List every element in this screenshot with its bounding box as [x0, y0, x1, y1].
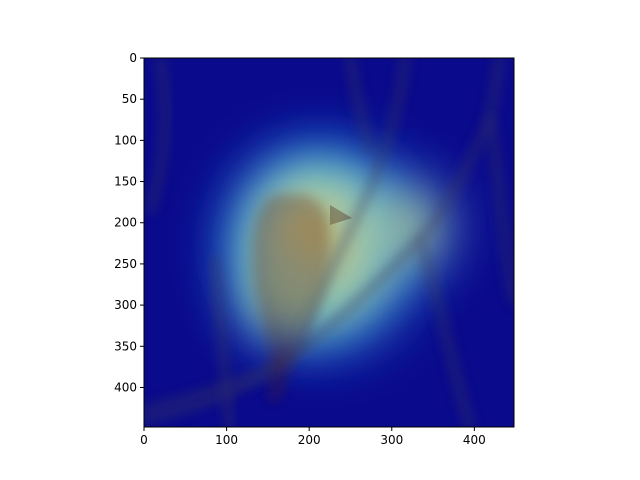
heat-band: [400, 217, 417, 236]
y-tick-label: 300: [114, 298, 137, 312]
y-tick-label: 400: [114, 380, 137, 394]
heat-blob: [362, 177, 454, 277]
y-tick-label: 200: [114, 216, 137, 230]
x-tick-label: 400: [463, 433, 486, 447]
bird-body: [251, 193, 331, 402]
branch: [346, 58, 374, 154]
y-axis: 0 50 100 150 200 250 300 350 400: [114, 51, 144, 394]
x-axis: 0 100 200 300 400: [140, 427, 486, 447]
x-tick-label: 300: [380, 433, 403, 447]
y-tick-label: 350: [114, 339, 137, 353]
branch: [144, 368, 274, 424]
branch: [416, 236, 474, 427]
y-tick-label: 150: [114, 175, 137, 189]
x-tick-label: 100: [215, 433, 238, 447]
heatmap-plot-area: [144, 58, 514, 427]
branch: [211, 256, 234, 427]
branch: [486, 116, 514, 304]
y-tick-label: 50: [122, 92, 137, 106]
x-tick-label: 200: [298, 433, 321, 447]
branch: [296, 58, 409, 354]
bird-beak: [330, 205, 352, 225]
branch-silhouettes: [144, 58, 514, 427]
y-tick-label: 100: [114, 133, 137, 147]
bird-silhouette: [251, 193, 352, 402]
y-tick-label: 0: [129, 51, 137, 65]
plot-frame: [143, 57, 515, 428]
branch: [146, 58, 169, 214]
x-tick-label: 0: [140, 433, 148, 447]
y-tick-label: 250: [114, 257, 137, 271]
